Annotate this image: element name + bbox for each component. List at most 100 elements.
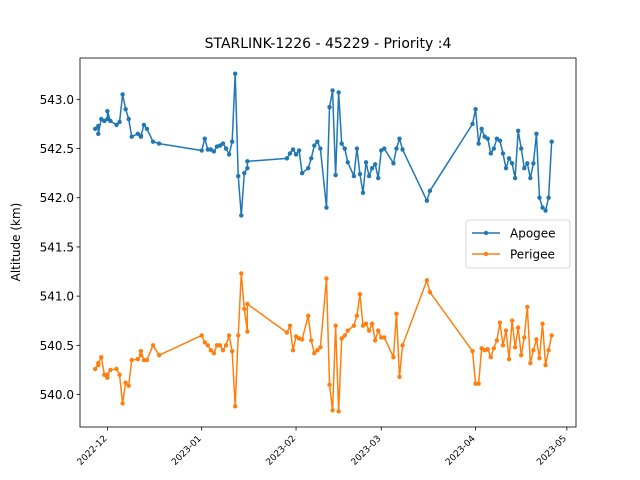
data-point	[488, 354, 493, 360]
data-point	[211, 351, 217, 356]
data-point	[485, 347, 490, 352]
data-point	[479, 126, 484, 132]
data-point	[351, 323, 357, 328]
data-point	[333, 323, 338, 328]
data-point	[236, 333, 241, 338]
y-tick-label: 541.5	[40, 240, 74, 254]
data-point	[315, 139, 320, 144]
data-point	[382, 146, 387, 151]
data-point	[144, 357, 150, 363]
data-point	[525, 161, 530, 166]
data-point	[394, 146, 399, 151]
data-point	[376, 328, 381, 333]
data-point	[293, 152, 299, 157]
data-point	[93, 366, 98, 372]
legend-marker	[483, 251, 489, 257]
legend-label: Apogee	[510, 227, 556, 241]
data-point	[509, 318, 515, 323]
data-point	[309, 338, 314, 343]
y-tick-label: 542.5	[40, 142, 74, 156]
data-point	[424, 278, 430, 283]
data-point	[114, 122, 119, 128]
data-point	[245, 301, 250, 307]
data-point	[351, 173, 357, 179]
data-point	[369, 321, 375, 326]
data-point	[108, 367, 113, 373]
data-point	[522, 335, 527, 340]
data-point	[342, 146, 347, 151]
data-point	[400, 147, 405, 152]
y-axis: 540.0 540.5 541.0 541.5 542.0 542.5 543.0	[40, 93, 80, 402]
data-point	[287, 151, 293, 156]
data-point	[138, 349, 144, 354]
y-tick-label: 542.0	[40, 191, 74, 205]
data-point	[284, 156, 290, 161]
data-point	[290, 348, 296, 353]
data-point	[537, 355, 542, 361]
legend-marker	[483, 230, 489, 236]
data-point	[363, 160, 369, 165]
data-point	[205, 343, 210, 348]
data-point	[245, 166, 250, 171]
data-point	[473, 106, 478, 112]
data-point	[427, 188, 433, 194]
data-point	[372, 162, 378, 167]
data-point	[120, 401, 125, 406]
data-point	[144, 126, 150, 132]
data-point	[223, 343, 229, 348]
data-point	[515, 128, 521, 134]
data-point	[336, 90, 341, 95]
data-point	[306, 313, 311, 319]
data-point	[528, 360, 533, 366]
data-point	[202, 136, 207, 141]
x-tick-label: 2023-04	[444, 434, 478, 468]
data-point	[226, 152, 232, 157]
x-tick-label: 2023-03	[350, 434, 384, 468]
data-point	[503, 328, 509, 333]
data-point	[500, 343, 506, 348]
data-point	[512, 175, 518, 181]
data-point	[299, 170, 305, 176]
series-line-0	[94, 72, 553, 217]
data-point	[324, 276, 329, 281]
data-point	[509, 161, 515, 166]
data-point	[129, 134, 134, 139]
data-point	[135, 356, 141, 362]
data-point	[327, 382, 332, 387]
data-point	[382, 335, 387, 340]
data-point	[333, 172, 338, 178]
data-point	[156, 352, 162, 358]
data-point	[114, 366, 119, 372]
data-point	[138, 352, 144, 358]
data-point	[357, 171, 363, 177]
data-point	[220, 141, 226, 146]
y-axis-label: Altitude (km)	[9, 203, 23, 282]
data-point	[470, 349, 475, 354]
data-point	[296, 148, 302, 153]
x-tick-label: 2023-02	[265, 434, 299, 468]
data-point	[470, 121, 475, 127]
data-point	[236, 173, 241, 179]
data-point	[549, 139, 554, 144]
data-point	[199, 148, 204, 153]
data-point	[223, 146, 229, 151]
data-point	[360, 190, 366, 196]
data-point	[519, 146, 524, 151]
data-point	[372, 338, 378, 343]
y-tick-label: 540.5	[40, 339, 74, 353]
plot-frame	[79, 57, 577, 428]
data-point	[299, 337, 305, 342]
data-point	[318, 146, 323, 151]
data-point	[537, 195, 542, 200]
data-point	[546, 348, 551, 353]
data-point	[284, 330, 290, 335]
data-point	[220, 348, 226, 353]
data-point	[312, 351, 317, 356]
series-line-1	[94, 272, 553, 413]
data-point	[205, 147, 210, 152]
data-point	[491, 146, 497, 151]
data-point	[427, 289, 433, 295]
data-point	[354, 313, 360, 319]
data-point	[229, 139, 235, 144]
